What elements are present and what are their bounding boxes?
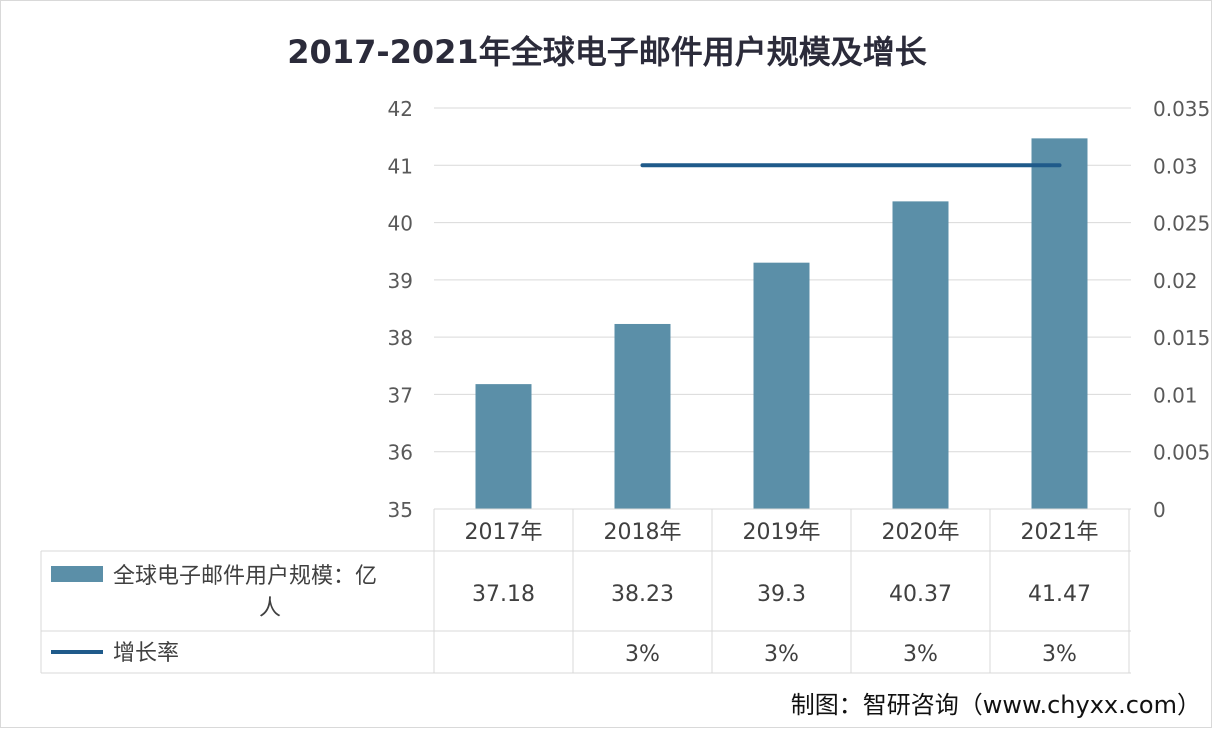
left-tick-label: 39 bbox=[388, 269, 413, 293]
right-axis-labels: 0 0.005 0.01 0.015 0.02 0.025 0.03 0.035 bbox=[1153, 97, 1210, 522]
table-cell-value: 40.37 bbox=[889, 582, 952, 607]
left-tick-label: 42 bbox=[388, 97, 413, 121]
right-tick-label: 0.015 bbox=[1153, 326, 1210, 350]
right-tick-label: 0.025 bbox=[1153, 212, 1210, 236]
right-tick-label: 0 bbox=[1153, 498, 1166, 522]
legend-label-bar: 全球电子邮件用户规模：亿 bbox=[113, 564, 377, 589]
category-label: 2021年 bbox=[1021, 520, 1099, 545]
legend-label-line: 增长率 bbox=[113, 641, 179, 666]
bar-2017年 bbox=[475, 384, 532, 509]
right-tick-label: 0.02 bbox=[1153, 269, 1198, 293]
source-note: 制图：智研咨询（www.chyxx.com） bbox=[791, 691, 1201, 719]
data-table: 2017年 2018年 2019年 2020年 2021年全球电子邮件用户规模：亿人 37… bbox=[40, 508, 1131, 674]
table-cell-rate: 3% bbox=[625, 642, 660, 667]
left-tick-label: 37 bbox=[388, 383, 413, 407]
table-cell-value: 41.47 bbox=[1028, 582, 1091, 607]
left-axis-labels: 35 36 37 38 39 40 41 42 bbox=[388, 97, 413, 522]
table-cell-value: 37.18 bbox=[472, 582, 535, 607]
chart-title: 2017-2021年全球电子邮件用户规模及增长 bbox=[287, 33, 926, 71]
legend-label-bar-cont: 人 bbox=[259, 596, 281, 621]
table-cell-rate: 3% bbox=[764, 642, 799, 667]
left-tick-label: 35 bbox=[388, 498, 413, 522]
bar-2019年 bbox=[753, 262, 810, 509]
right-tick-label: 0.03 bbox=[1153, 154, 1198, 178]
category-label: 2017年 bbox=[465, 520, 543, 545]
category-label: 2018年 bbox=[604, 520, 682, 545]
right-tick-label: 0.035 bbox=[1153, 97, 1210, 121]
bar-2018年 bbox=[614, 323, 671, 509]
category-label: 2020年 bbox=[882, 520, 960, 545]
left-tick-label: 38 bbox=[388, 326, 413, 350]
table-cell-value: 38.23 bbox=[611, 582, 674, 607]
bar-2021年 bbox=[1031, 138, 1088, 509]
table-cell-value: 39.3 bbox=[757, 582, 806, 607]
left-tick-label: 40 bbox=[388, 212, 413, 236]
left-tick-label: 36 bbox=[388, 441, 413, 465]
right-tick-label: 0.005 bbox=[1153, 441, 1210, 465]
category-label: 2019年 bbox=[743, 520, 821, 545]
left-tick-label: 41 bbox=[388, 154, 413, 178]
bars bbox=[475, 138, 1088, 509]
table-cell-rate: 3% bbox=[1042, 642, 1077, 667]
table-cell-rate: 3% bbox=[903, 642, 938, 667]
right-tick-label: 0.01 bbox=[1153, 383, 1198, 407]
legend-swatch-bar bbox=[51, 566, 103, 582]
bar-2020年 bbox=[892, 201, 949, 509]
